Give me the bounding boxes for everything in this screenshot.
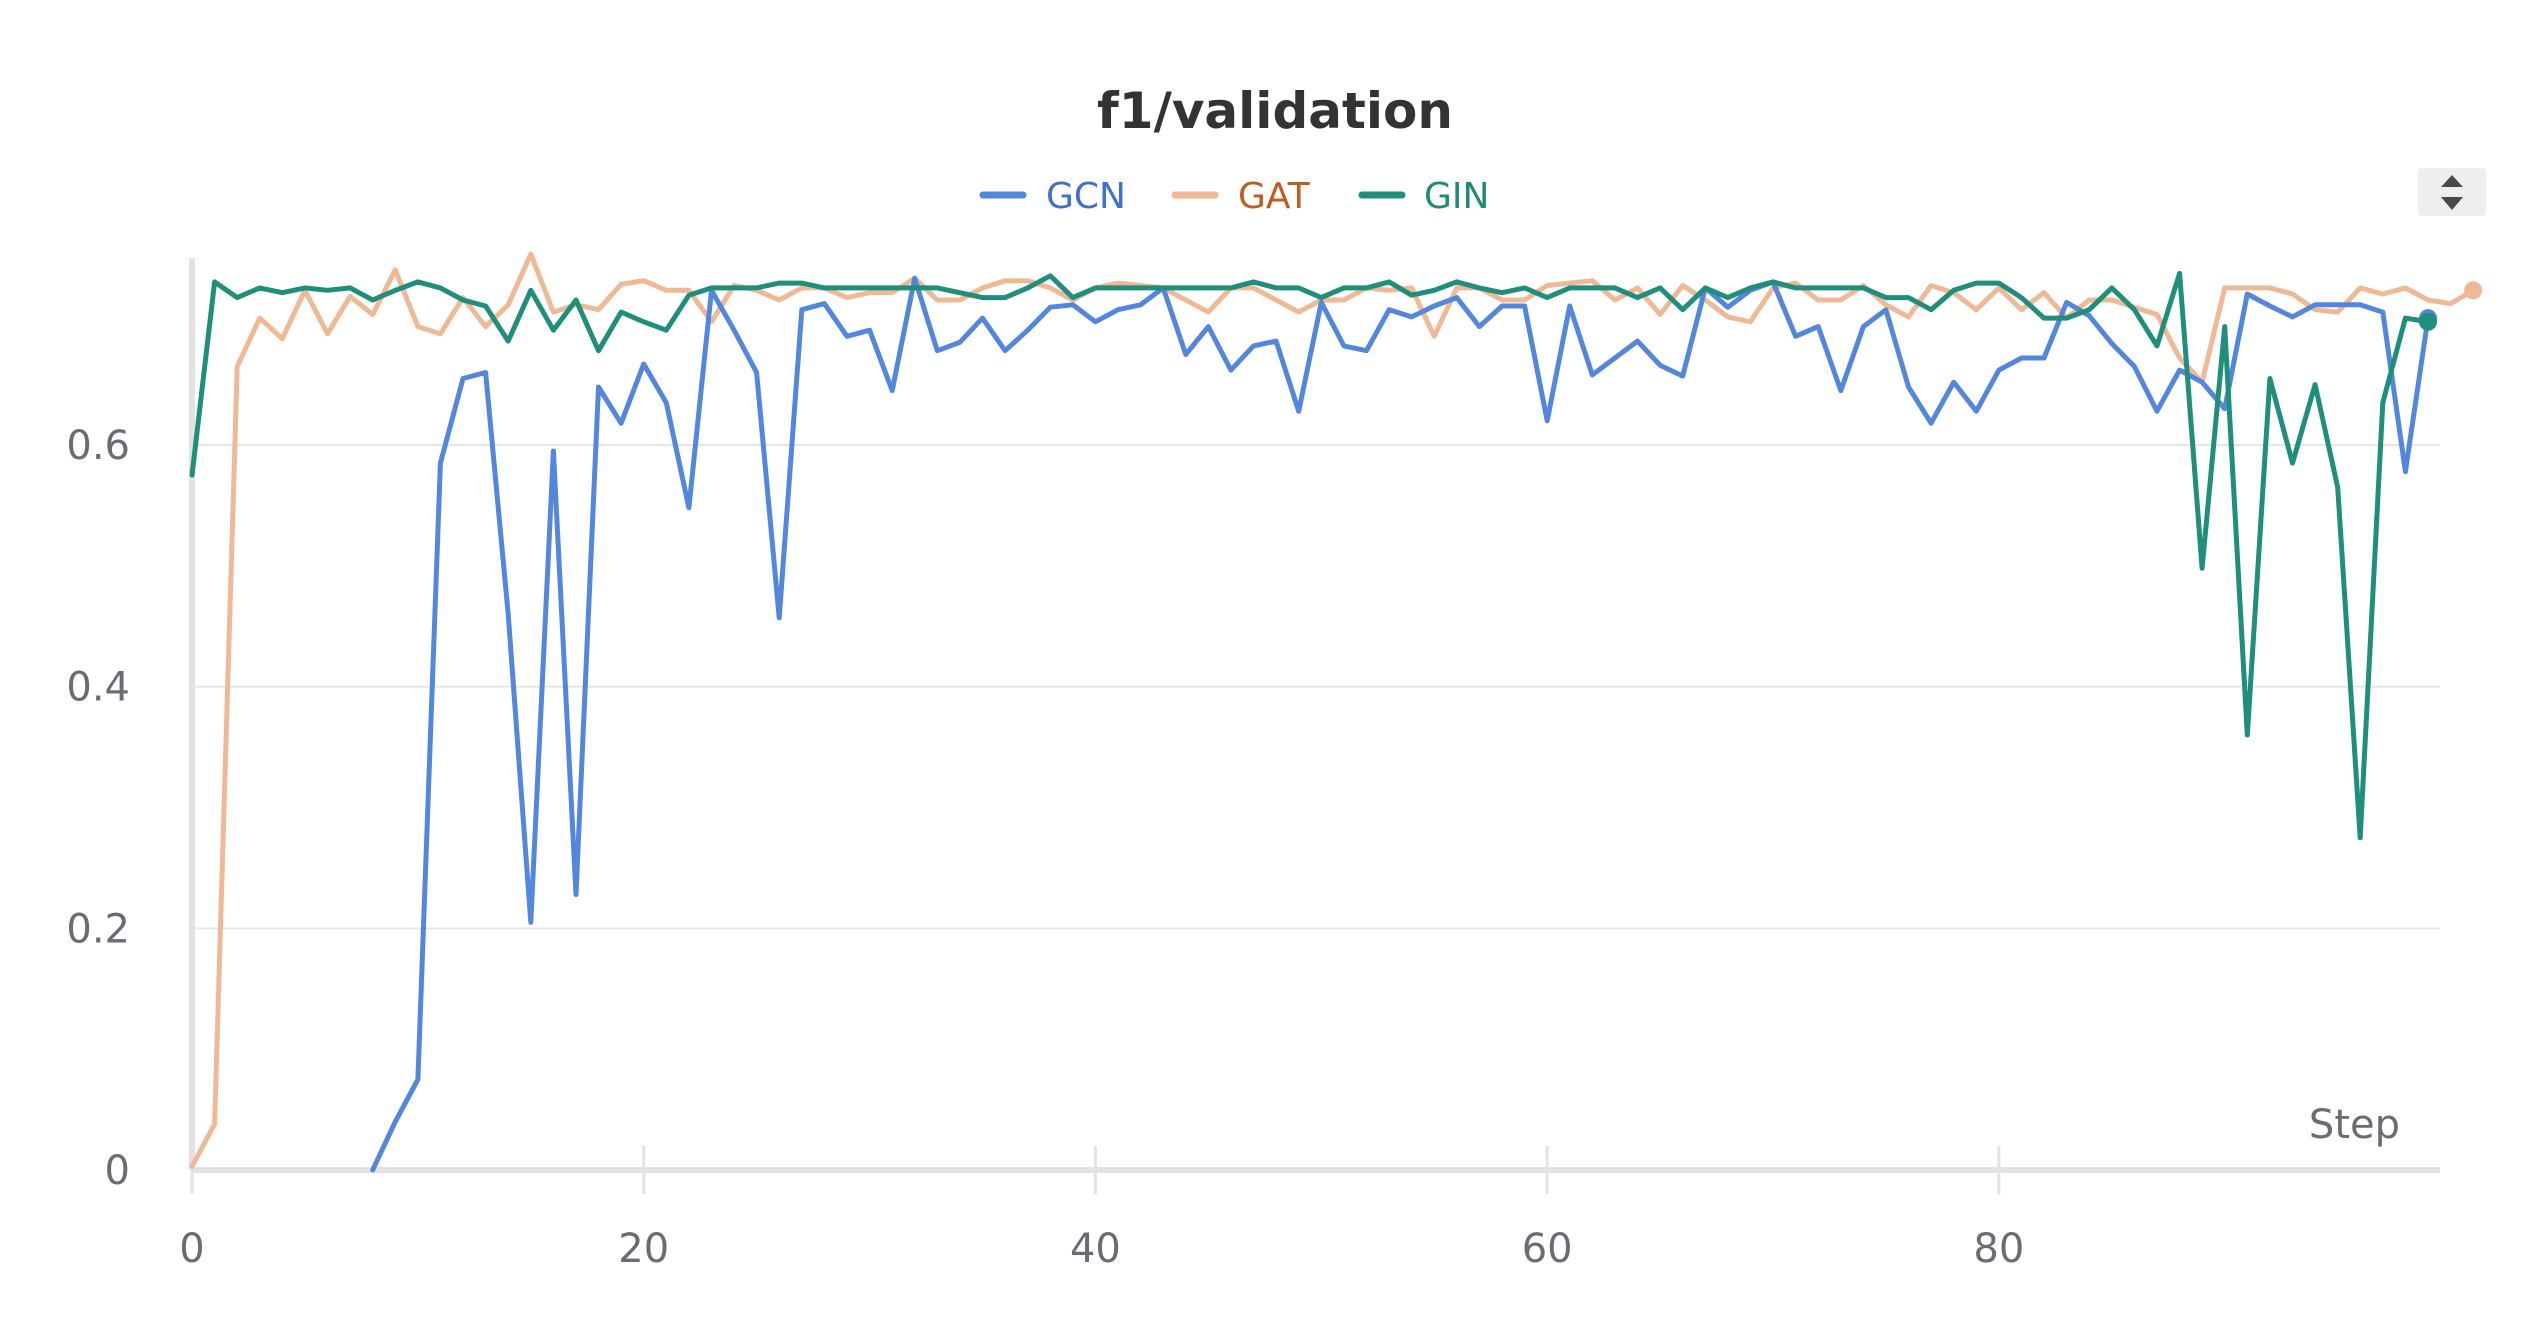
legend-label: GIN [1424, 176, 1489, 217]
y-tick-label: 0 [105, 1148, 130, 1194]
y-tick-label: 0.4 [66, 665, 130, 711]
scroll-control-background [2418, 168, 2486, 216]
legend-item-gcn[interactable]: GCN [979, 176, 1126, 217]
scroll-down-icon[interactable] [2441, 197, 2463, 210]
series-endpoint-gin [2419, 312, 2437, 331]
scroll-up-icon[interactable] [2441, 175, 2463, 187]
x-tick-label: 40 [1070, 1226, 1121, 1272]
x-tick-label: 0 [179, 1226, 204, 1272]
grid-lines [192, 444, 2440, 930]
series-line-gin[interactable] [189, 270, 2431, 841]
chart-title: f1/validation [1097, 82, 1453, 140]
legend-item-gat[interactable]: GAT [1171, 176, 1311, 217]
series-endpoint-gat [2464, 281, 2483, 300]
legend-label: GAT [1238, 176, 1311, 217]
scroll-control[interactable] [2418, 168, 2486, 216]
legend-item-gin[interactable]: GIN [1358, 176, 1489, 217]
x-tick-label: 20 [618, 1226, 669, 1272]
series-line-gcn[interactable] [370, 275, 2431, 1173]
axes [189, 258, 2440, 1194]
series-layer [189, 251, 2476, 1173]
series-line-gat[interactable] [189, 251, 2476, 1169]
series-endpoints [2419, 281, 2483, 331]
x-tick-label: 60 [1522, 1226, 1573, 1272]
tick-labels: 0 0.2 0.4 0.6 0 20 40 60 80 [66, 423, 2024, 1272]
legend[interactable]: GCN GAT GIN [979, 176, 1489, 217]
x-tick-label: 80 [1973, 1226, 2024, 1272]
legend-label: GCN [1046, 176, 1126, 217]
y-tick-label: 0.6 [66, 423, 130, 469]
x-axis-label: Step [2309, 1102, 2400, 1148]
y-tick-label: 0.2 [66, 906, 130, 952]
